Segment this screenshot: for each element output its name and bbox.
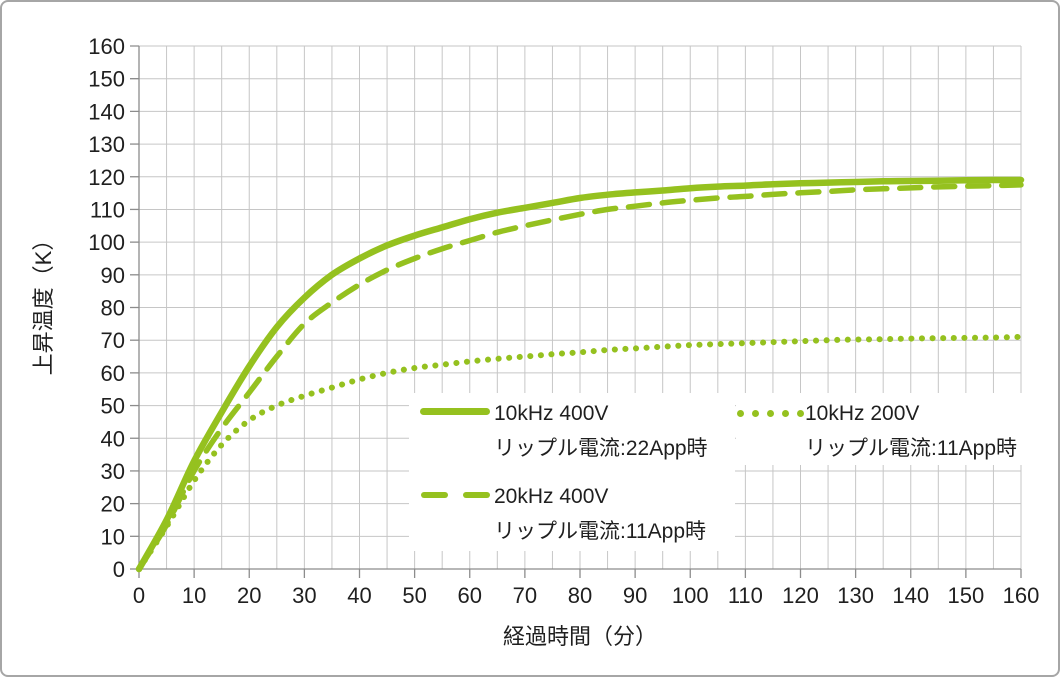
y-tick-label: 100 [88,230,125,255]
dotted-line-sample [767,410,774,417]
dotted-line-sample [797,410,804,417]
legend-label-line1: 10kHz 400V [494,402,609,425]
x-axis-title: 経過時間（分） [502,624,658,649]
legend-label-line2: リップル電流:22App時 [494,437,708,460]
y-tick-label: 140 [88,99,125,124]
x-tick-label: 140 [892,583,929,608]
x-tick-label: 80 [568,583,592,608]
dotted-line-sample [737,410,744,417]
y-tick-label: 90 [101,263,125,288]
dotted-line-sample [782,410,789,417]
legend-label-line1: 10kHz 200V [805,402,920,425]
x-tick-label: 0 [133,583,145,608]
x-tick-label: 120 [782,583,819,608]
y-tick-label: 0 [113,557,125,582]
dashed-line-sample [463,492,490,498]
y-axis-title: 上昇温度（K） [31,228,56,376]
y-tick-label: 80 [101,296,125,321]
y-tick-label: 40 [101,426,125,451]
legend-label-line2: リップル電流:11App時 [494,520,706,543]
solid-line-sample [420,408,490,415]
x-tick-label: 30 [292,583,316,608]
legend-background [409,393,735,551]
dotted-line-sample [752,410,759,417]
y-tick-label: 10 [101,524,125,549]
y-tick-label: 70 [101,328,125,353]
x-tick-label: 160 [1003,583,1040,608]
x-tick-label: 50 [402,583,426,608]
legend-label-line2: リップル電流:11App時 [805,437,1017,460]
x-tick-label: 70 [513,583,537,608]
y-tick-label: 60 [101,361,125,386]
x-tick-label: 40 [347,583,371,608]
x-tick-label: 130 [837,583,874,608]
legend-background [736,393,1038,465]
y-tick-label: 30 [101,459,125,484]
series-line-dashed [136,182,1024,572]
x-tick-label: 60 [458,583,482,608]
x-tick-label: 20 [237,583,261,608]
x-tick-label: 110 [728,583,763,608]
x-tick-label: 100 [672,583,709,608]
y-tick-label: 160 [88,34,125,59]
y-tick-label: 130 [88,132,125,157]
x-tick-label: 90 [623,583,647,608]
legend-label: 20kHz 400V リップル電流:11App時 [494,479,706,549]
y-tick-label: 20 [101,492,125,517]
legend-label: 10kHz 200V リップル電流:11App時 [805,396,1017,466]
series-line-solid [135,176,1025,573]
x-tick-label: 150 [948,583,985,608]
y-tick-label: 150 [88,67,125,92]
legend-label: 10kHz 400V リップル電流:22App時 [494,396,708,466]
x-tick-label: 10 [182,583,206,608]
dashed-line-sample [421,492,448,498]
y-tick-label: 120 [88,165,125,190]
legend-label-line1: 20kHz 400V [494,485,609,508]
y-tick-label: 50 [101,394,125,419]
y-tick-label: 110 [90,197,125,222]
